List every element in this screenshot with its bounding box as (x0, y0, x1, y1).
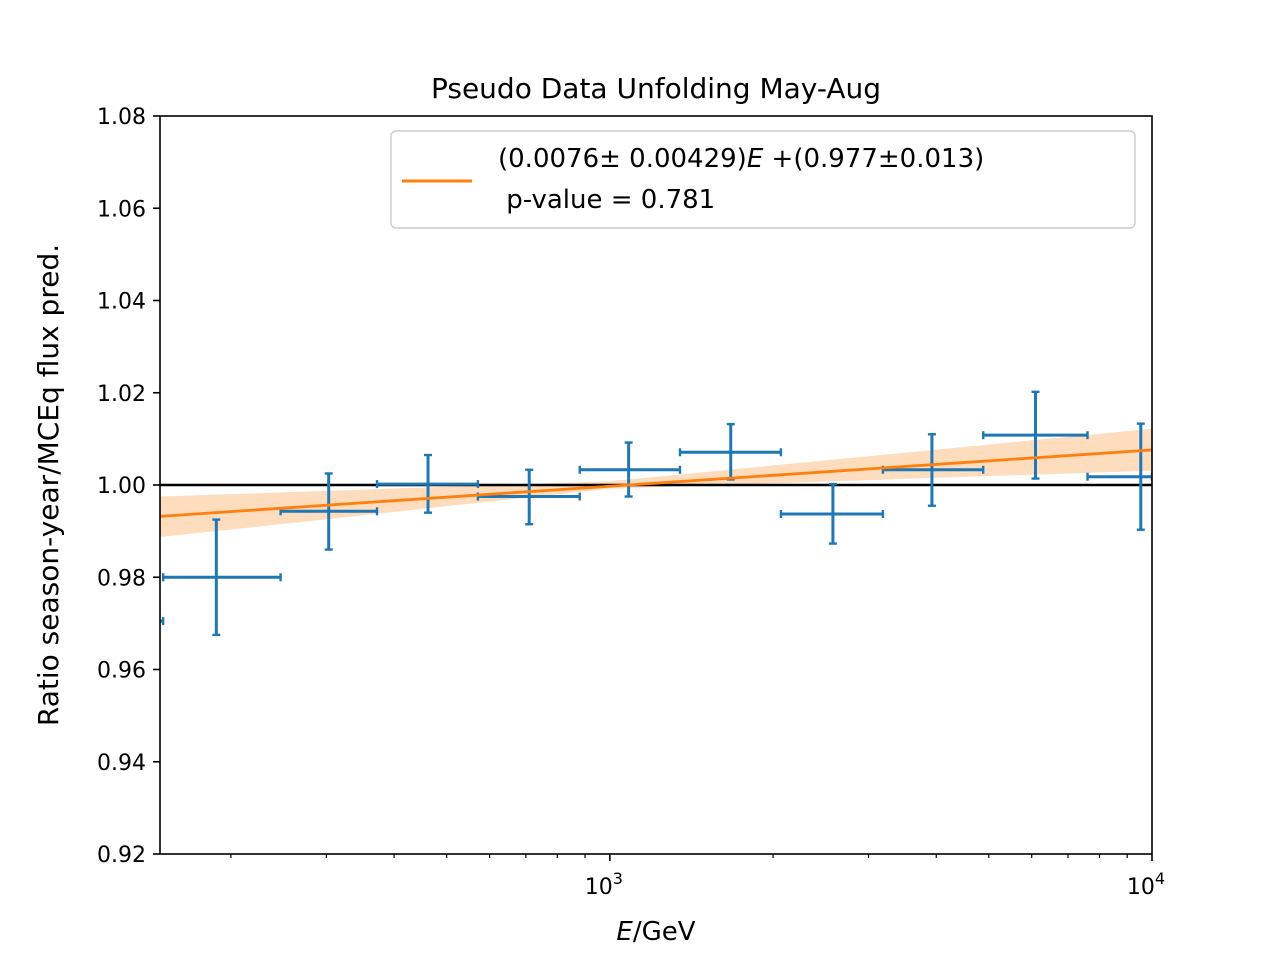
data-point (779, 482, 885, 545)
x-tick-label: 104 (1127, 869, 1165, 900)
y-tick-label: 0.98 (97, 566, 146, 591)
y-tick-label: 1.00 (97, 474, 146, 499)
x-axis-label: E/GeV (616, 917, 695, 947)
y-tick-label: 1.04 (97, 290, 146, 315)
chart-title: Pseudo Data Unfolding May-Aug (431, 72, 881, 105)
data-point (375, 453, 480, 514)
y-tick-label: 1.08 (97, 105, 146, 130)
data-point (982, 390, 1089, 480)
data-point (881, 433, 985, 507)
fit-line (160, 448, 1152, 518)
data-point (476, 468, 581, 526)
data-point (1086, 422, 1152, 531)
y-tick-label: 0.92 (97, 843, 146, 868)
x-tick-label: 103 (585, 869, 623, 900)
y-tick-label: 1.06 (97, 197, 146, 222)
legend-fit-label-line1: (0.0076± 0.00429)E +(0.977±0.013) (498, 144, 984, 174)
y-axis-label: Ratio season-year/MCEq flux pred. (32, 244, 65, 726)
data-point (161, 518, 282, 637)
data-point (160, 617, 165, 626)
data-point (578, 441, 682, 498)
y-tick-label: 0.94 (97, 751, 146, 776)
y-tick-label: 0.96 (97, 659, 146, 684)
y-tick-label: 1.02 (97, 382, 146, 407)
legend-fit-label-line2: p-value = 0.781 (498, 185, 715, 215)
legend: (0.0076± 0.00429)E +(0.977±0.013) p-valu… (390, 130, 1136, 229)
